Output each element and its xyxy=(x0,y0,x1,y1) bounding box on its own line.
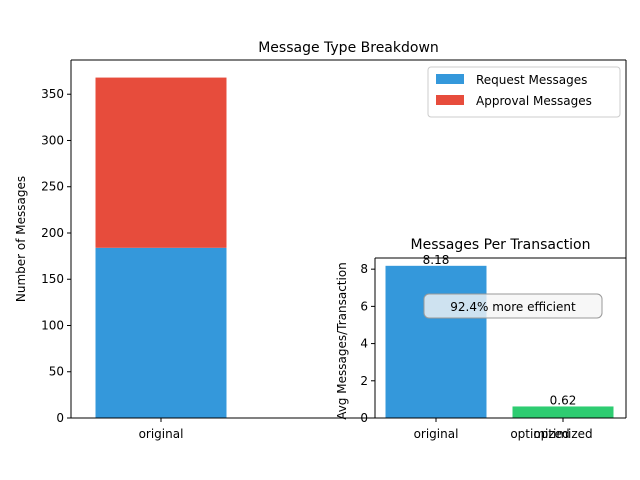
inset-x-tick-label: original xyxy=(414,427,459,441)
left-x-tick-label: original xyxy=(139,427,184,441)
inset-bar-value-label: 8.18 xyxy=(423,253,450,267)
legend-swatch-1 xyxy=(436,74,464,84)
left-y-tick-label: 300 xyxy=(41,133,64,147)
left-y-tick-label: 350 xyxy=(41,87,64,101)
efficiency-annotation-box xyxy=(423,293,603,319)
left-y-axis-label: Number of Messages xyxy=(14,176,28,302)
left-y-tick-label: 250 xyxy=(41,180,64,194)
inset-y-tick-label: 2 xyxy=(360,374,368,388)
left-y-tick-label: 100 xyxy=(41,318,64,332)
left-y-tick-label: 150 xyxy=(41,272,64,286)
inset-y-axis-label: Avg Messages/Transaction xyxy=(335,262,349,420)
left-y-tick-label: 200 xyxy=(41,226,64,240)
inset-bar-value-label: 0.62 xyxy=(550,393,577,407)
legend-swatch-2 xyxy=(436,95,464,105)
inset-y-tick-label: 8 xyxy=(360,262,368,276)
inset-y-tick-label: 0 xyxy=(360,411,368,425)
left-y-tick-label: 0 xyxy=(56,411,64,425)
legend-box xyxy=(427,66,621,118)
inset-y-tick-label: 6 xyxy=(360,299,368,313)
bar-approval-messages-original xyxy=(95,77,227,248)
legend-label-2: Approval Messages xyxy=(476,94,592,108)
inset-y-tick-label: 4 xyxy=(360,337,368,351)
bar-request-messages-original xyxy=(95,247,227,418)
legend-label-1: Request Messages xyxy=(476,73,587,87)
efficiency-annotation: 92.4% more efficient xyxy=(450,300,576,314)
left-y-tick-label: 50 xyxy=(49,365,64,379)
left-x-tick-label-overlap: optimized xyxy=(510,427,569,441)
inset-bar-original xyxy=(385,265,487,418)
inset-chart-title: Messages Per Transaction xyxy=(411,237,591,253)
left-chart-title: Message Type Breakdown xyxy=(258,40,439,56)
inset-x-tick-label: optimized xyxy=(533,427,592,441)
inset-bar-optimized xyxy=(512,406,614,418)
